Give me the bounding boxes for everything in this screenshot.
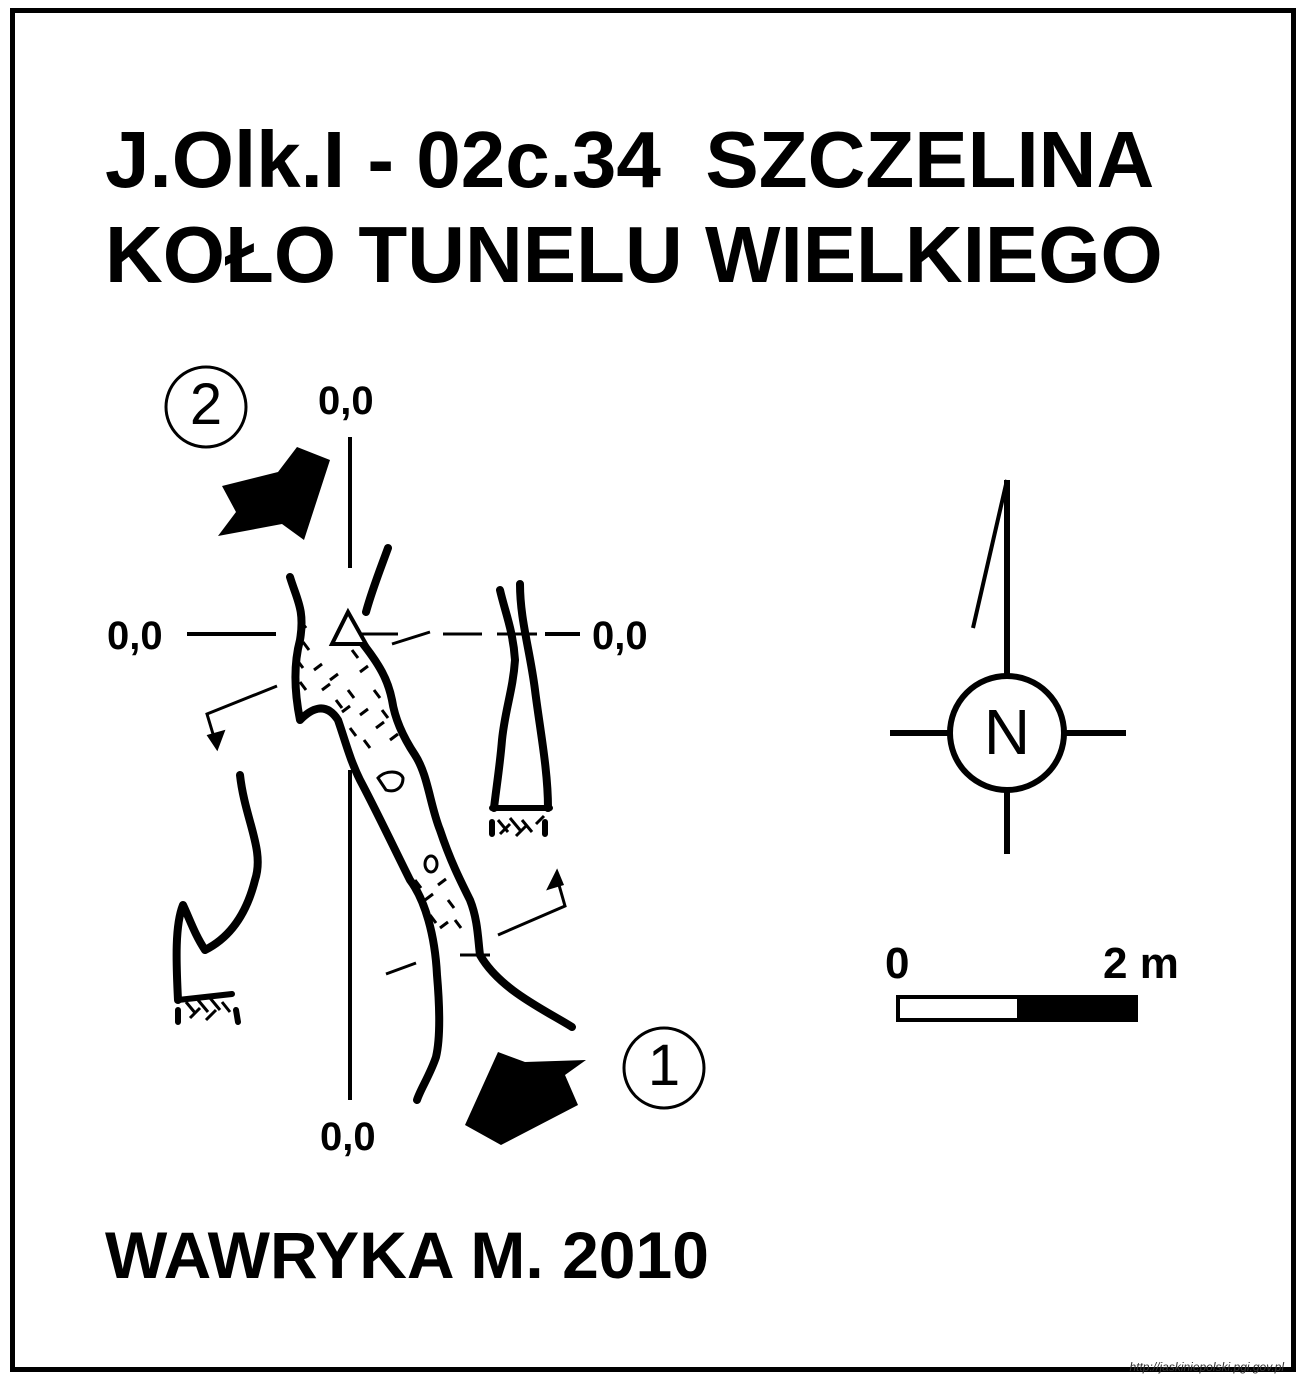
east-wall [356,636,576,1031]
east-chamber-east-wall [516,580,552,812]
boulders [376,770,439,874]
entrance-1-label: 1 [647,1033,681,1098]
west-chamber-west-wall [172,771,262,1004]
section-arrows [205,684,567,937]
map-title-line-1: J.Olk.I - 02c.34 SZCZELINA [105,115,1155,204]
boulder-large [376,770,405,793]
entrance-2-arrow-icon [218,447,330,540]
boulder-small [423,854,439,874]
west-wall [286,573,444,1104]
survey-station-icon [328,607,370,646]
grid-label-right: 0,0 [592,614,648,658]
map-frame [10,8,1296,1372]
entrance-2-label: 2 [189,372,223,437]
entrance-1-marker [622,1026,706,1110]
entrance-1-arrow-icon [465,1052,586,1145]
reference-grid [187,437,580,1100]
grid-label-left: 0,0 [107,614,163,658]
grid-label-bottom: 0,0 [320,1115,376,1159]
north-wall-stub [362,544,392,616]
rubble-hatching [184,619,546,1022]
scale-start-label: 0 [885,939,910,988]
cave-walls [172,544,576,1104]
map-title-line-2: KOŁO TUNELU WIELKIEGO [105,210,1163,299]
grid-label-top: 0,0 [318,379,374,423]
source-url: http://jaskiniepolski.pgi.gov.pl [1129,1360,1284,1374]
map-author: WAWRYKA M. 2010 [105,1218,709,1292]
scale-end-label: 2 m [1103,939,1179,988]
entrance-2-marker [164,365,248,449]
scale-bar [896,995,1138,1022]
east-chamber-west-wall [490,586,519,812]
north-arrow-icon [890,479,1126,854]
compass-north-letter: N [983,696,1031,768]
